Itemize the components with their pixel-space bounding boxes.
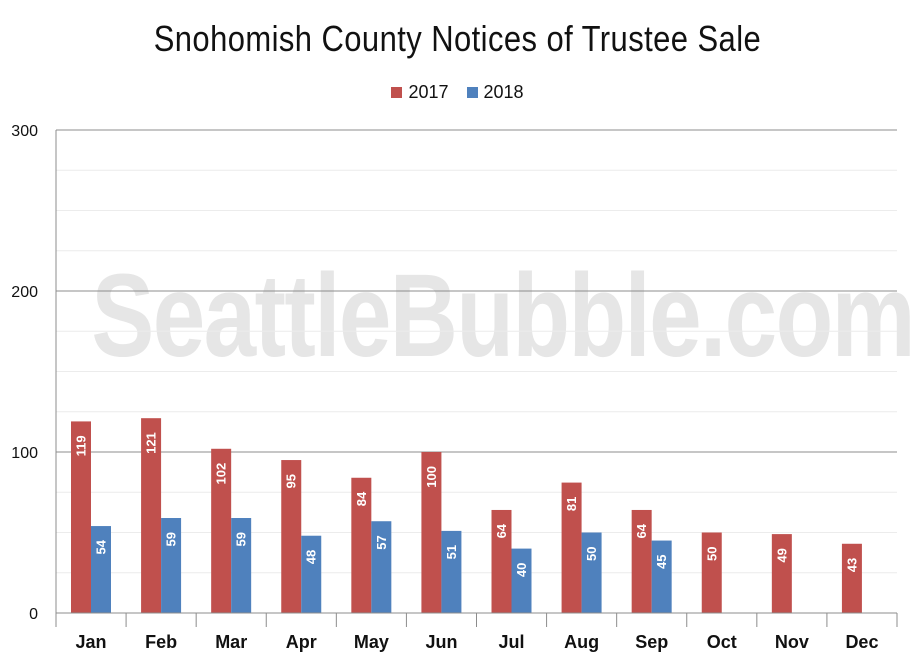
bar-2018-Apr — [301, 535, 322, 613]
data-label: 102 — [214, 463, 229, 485]
data-label: 43 — [844, 558, 859, 572]
bar-2017-Jul — [491, 509, 512, 613]
bar-2018-Sep — [651, 540, 672, 613]
bar-2017-Feb — [141, 418, 162, 613]
x-tick-label: Dec — [845, 632, 878, 652]
bar-2017-Aug — [561, 482, 582, 613]
bar-2017-Jan — [71, 421, 91, 613]
bar-2017-Sep — [631, 509, 652, 613]
data-label: 121 — [144, 432, 159, 454]
x-tick-label: Nov — [775, 632, 809, 652]
y-tick-label: 300 — [11, 123, 38, 140]
bar-2018-Aug — [581, 532, 602, 613]
data-label: 57 — [374, 535, 389, 549]
data-label: 59 — [164, 532, 179, 546]
data-label: 100 — [424, 466, 439, 488]
x-tick-label: Jun — [425, 632, 457, 652]
legend-label: 2018 — [483, 82, 524, 102]
bar-2018-Jul — [511, 548, 532, 613]
data-label: 64 — [634, 523, 649, 538]
bar-2017-Oct — [701, 532, 722, 613]
bar-2017-Apr — [281, 460, 302, 613]
legend: 2017 2018 — [0, 82, 915, 103]
x-tick-label: Jul — [499, 632, 525, 652]
legend-label: 2017 — [408, 82, 449, 102]
y-tick-label: 0 — [29, 606, 38, 623]
data-label: 40 — [514, 563, 529, 577]
x-tick-label: Jan — [76, 632, 107, 652]
data-label: 45 — [654, 555, 669, 569]
x-tick-label: Feb — [145, 632, 177, 652]
x-tick-label: Oct — [707, 632, 737, 652]
data-label: 54 — [94, 539, 109, 554]
data-label: 64 — [494, 523, 509, 538]
bar-2018-May — [371, 521, 392, 613]
bar-2017-Mar — [211, 448, 232, 613]
data-label: 50 — [704, 547, 719, 561]
bar-2018-Jun — [441, 530, 462, 613]
x-tick-label: Sep — [635, 632, 668, 652]
legend-item-2017: 2017 — [391, 82, 449, 103]
legend-swatch — [391, 87, 403, 98]
chart-title: Snohomish County Notices of Trustee Sale — [153, 18, 762, 59]
x-tick-label: May — [354, 632, 389, 652]
data-label: 51 — [444, 545, 459, 559]
bar-2017-Nov — [771, 534, 792, 613]
bar-2017-Jun — [421, 452, 442, 613]
x-tick-label: Aug — [564, 632, 599, 652]
data-label: 48 — [304, 550, 319, 564]
data-label: 119 — [74, 435, 89, 456]
bar-2017-May — [351, 477, 372, 613]
bar-2018-Feb — [161, 518, 182, 613]
legend-swatch — [466, 87, 478, 98]
data-label: 49 — [774, 548, 789, 562]
legend-item-2018: 2018 — [466, 82, 524, 103]
x-tick-label: Mar — [215, 632, 247, 652]
data-label: 84 — [354, 491, 369, 506]
data-label: 81 — [564, 497, 579, 511]
bar-2017-Dec — [841, 543, 862, 613]
bar-2018-Jan — [91, 526, 111, 613]
y-tick-label: 200 — [11, 284, 38, 301]
bar-2018-Mar — [231, 518, 252, 613]
x-tick-label: Apr — [286, 632, 317, 652]
data-label: 59 — [234, 532, 249, 546]
data-label: 50 — [584, 547, 599, 561]
y-tick-label: 100 — [11, 445, 38, 462]
watermark: SeattleBubble.com — [91, 250, 915, 382]
data-label: 95 — [284, 474, 299, 488]
